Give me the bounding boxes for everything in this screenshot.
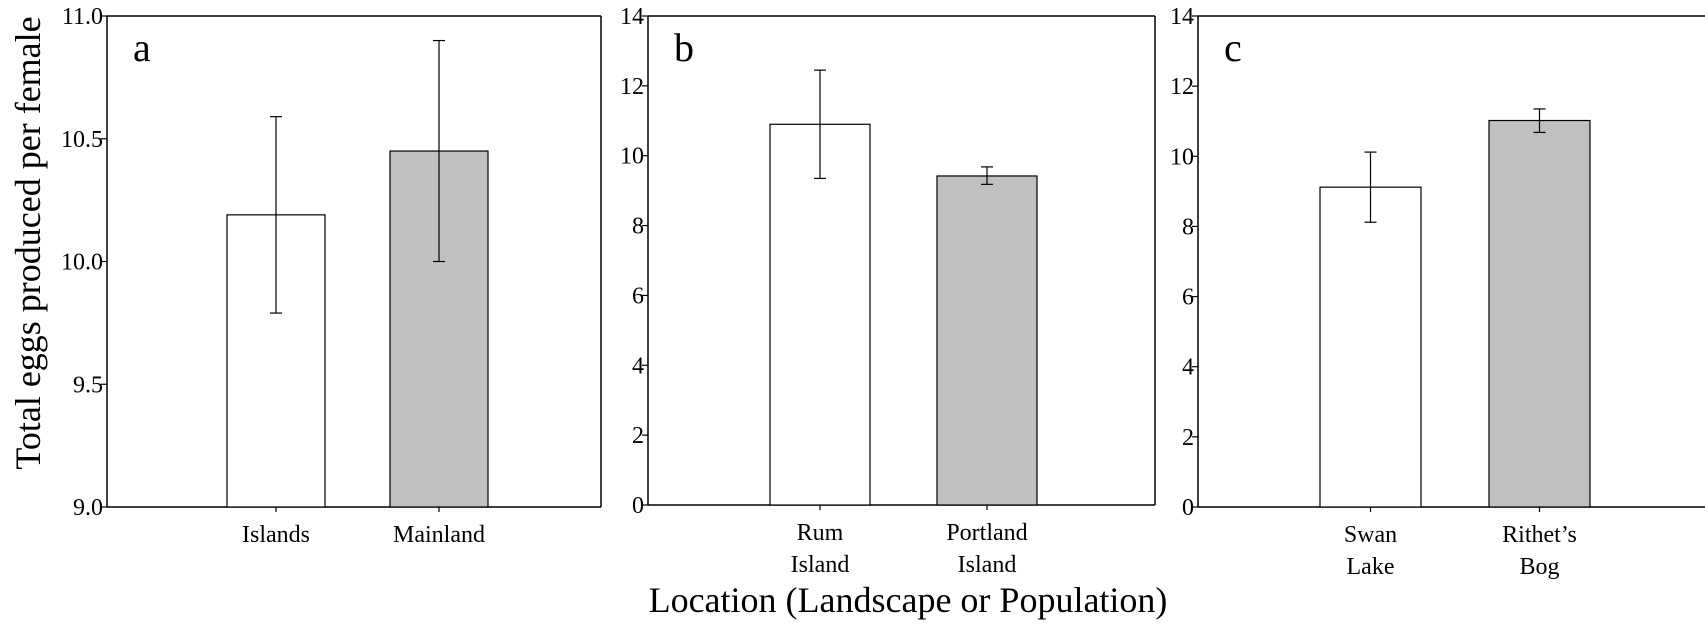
y-tick-label: 2 (632, 423, 644, 449)
x-tick-label: Lake (1347, 554, 1395, 580)
panel-a: 9.0 9.5 10.0 10.5 11.0 a Islands Mainland (61, 4, 602, 548)
x-tick-label: Island (791, 552, 850, 578)
bar (1319, 186, 1422, 508)
y-tick-label: 11.0 (62, 4, 103, 30)
x-tick-label: Portland (946, 520, 1027, 546)
x-tick-label: Bog (1519, 554, 1559, 580)
y-tick-label: 12 (1170, 74, 1194, 100)
bar (1488, 119, 1591, 508)
y-tick-label: 8 (632, 214, 644, 240)
x-tick-label: Island (958, 552, 1017, 578)
panel-label: c (1224, 25, 1242, 70)
panel-label: b (674, 25, 694, 70)
y-tick-label: 6 (1182, 285, 1194, 311)
y-tick-label: 14 (620, 4, 644, 30)
x-tick-label: Islands (242, 522, 310, 548)
bar (936, 175, 1038, 506)
x-tick-label: Rum (797, 520, 844, 546)
y-tick-label: 10 (1170, 144, 1194, 170)
y-tick-label: 2 (1182, 425, 1194, 451)
y-tick-label: 4 (632, 353, 644, 379)
x-tick-label: Mainland (393, 522, 485, 548)
x-tick-label: Rithet’s (1502, 522, 1577, 548)
panel-b: 0 2 4 6 8 10 12 14 b Rum Island Portland Island (620, 4, 1156, 578)
y-tick-label: 9.5 (73, 372, 103, 398)
y-tick-label: 10.5 (61, 127, 103, 153)
y-tick-label: 4 (1182, 355, 1194, 381)
y-tick-label: 12 (620, 74, 644, 100)
y-tick-label: 14 (1170, 4, 1194, 30)
y-tick-label: 9.0 (73, 495, 103, 521)
y-tick-label: 0 (632, 493, 644, 519)
y-tick-label: 10 (620, 144, 644, 170)
panel-c: 0 2 4 6 8 10 12 14 c Swan Lake Rithet’s Bog (1170, 4, 1705, 580)
y-tick-label: 8 (1182, 214, 1194, 240)
panel-label: a (133, 25, 151, 70)
x-tick-label: Swan (1344, 522, 1397, 548)
y-tick-label: 0 (1182, 495, 1194, 521)
chart-panels: 9.0 9.5 10.0 10.5 11.0 a Islands Mainland 0 2 4 6 8 1… (61, 4, 1705, 580)
y-axis-title: Total eggs produced per female (8, 16, 48, 469)
x-axis-title: Location (Landscape or Population) (649, 580, 1168, 620)
y-tick-label: 6 (632, 283, 644, 309)
bar (769, 123, 871, 506)
y-tick-label: 10.0 (61, 250, 103, 276)
